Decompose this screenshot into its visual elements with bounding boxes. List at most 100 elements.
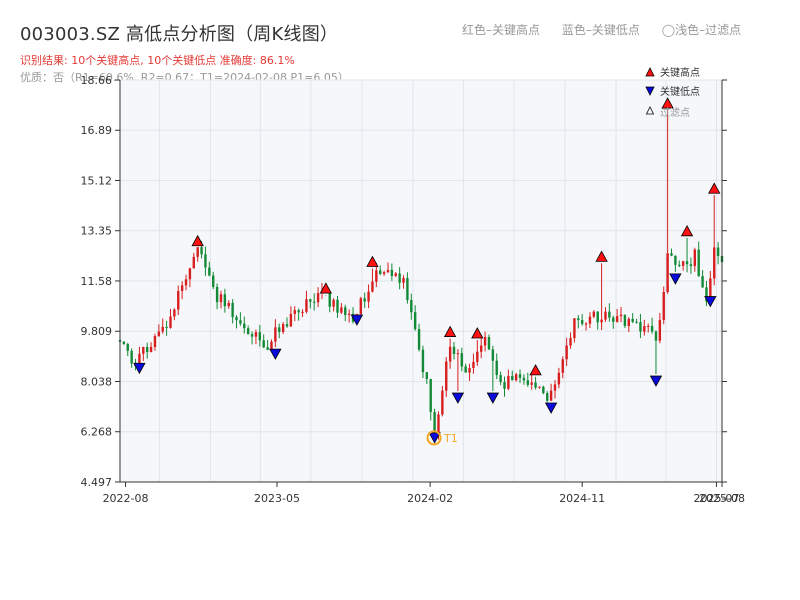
candle-body xyxy=(417,329,421,350)
legend-low-marker xyxy=(645,86,655,96)
candle-body xyxy=(565,345,568,360)
candle-body xyxy=(266,347,269,350)
candle-body xyxy=(448,346,452,362)
legend-light-filtered: ◯浅色–过滤点 xyxy=(661,23,742,37)
candle-body xyxy=(635,321,638,323)
candle-body xyxy=(161,326,164,332)
candle-body xyxy=(639,322,642,332)
y-tick-label: 4.497 xyxy=(81,476,113,489)
candle-body xyxy=(177,291,180,310)
candle-body xyxy=(246,328,250,335)
candle-body xyxy=(503,381,506,389)
key-low-marker xyxy=(350,314,364,326)
candle-body xyxy=(588,316,592,324)
candle-body xyxy=(437,414,440,434)
candle-body xyxy=(347,313,351,316)
candle-body xyxy=(662,292,665,321)
candle-body xyxy=(208,267,211,276)
candle-body xyxy=(316,293,320,303)
t1-label: T1 xyxy=(443,432,458,445)
candle-body xyxy=(666,253,669,293)
candle-body xyxy=(406,278,409,301)
candle-body xyxy=(689,264,693,267)
key-low-marker xyxy=(133,362,146,375)
candle-body xyxy=(180,285,184,292)
candle-body xyxy=(456,353,460,355)
candle-body xyxy=(305,299,308,312)
candle-body xyxy=(697,249,700,277)
key-high-marker xyxy=(661,97,674,109)
candle-body xyxy=(281,324,285,332)
candle-body xyxy=(464,366,467,373)
candle-body xyxy=(701,276,704,288)
x-tick-label: 2022-08 xyxy=(103,492,149,505)
candle-body xyxy=(332,299,335,307)
candle-body xyxy=(382,272,386,274)
candle-body xyxy=(514,374,518,381)
candle-body xyxy=(495,360,498,376)
candle-body xyxy=(643,326,646,332)
candle-body xyxy=(293,310,296,314)
key-high-marker xyxy=(191,234,204,247)
candle-body xyxy=(612,317,615,322)
y-tick-label: 13.35 xyxy=(81,225,113,238)
candle-body xyxy=(379,270,382,274)
candle-body xyxy=(254,332,258,337)
candle-body xyxy=(344,307,347,316)
key-high-marker xyxy=(319,282,333,294)
candle-body xyxy=(425,372,429,380)
x-tick-label: 2023-05 xyxy=(254,492,300,505)
key-low-marker xyxy=(451,392,465,404)
candle-body xyxy=(173,309,176,317)
x-tick-label: 2024-02 xyxy=(407,492,453,505)
key-high-marker xyxy=(708,182,721,194)
candle-body xyxy=(615,316,619,322)
candle-body xyxy=(460,353,463,367)
candle-body xyxy=(476,351,479,362)
key-high-marker xyxy=(443,325,457,337)
candle-body xyxy=(297,310,300,313)
candle-body xyxy=(336,299,339,313)
key-high-marker xyxy=(595,250,608,262)
candle-body xyxy=(530,382,533,385)
candle-body xyxy=(270,341,273,350)
candle-body xyxy=(445,361,448,391)
candle-body xyxy=(375,270,378,282)
x-tick-label: 2025-07 xyxy=(693,492,739,505)
candle-body xyxy=(483,336,487,346)
candle-body xyxy=(204,254,207,268)
x-tick-label: 2024-11 xyxy=(559,492,605,505)
candle-body xyxy=(309,299,312,302)
candle-body xyxy=(499,375,502,382)
axes: 4.497 6.268 8.038 9.809 11.58 13.35 15.12 16.89… xyxy=(81,74,745,505)
candle-body xyxy=(596,311,599,323)
candle-body xyxy=(289,313,293,327)
candle-body xyxy=(145,347,149,353)
candle-body xyxy=(390,269,394,277)
candle-body xyxy=(188,268,192,280)
t1-circle xyxy=(426,430,442,446)
candle-body xyxy=(619,314,623,317)
candle-body xyxy=(627,318,630,326)
candle-body xyxy=(549,390,553,401)
candle-body xyxy=(223,294,227,307)
candle-body xyxy=(413,312,417,330)
candle-body xyxy=(398,273,401,283)
recognition-result: 识别结果: 10个关键高点, 10个关键低点 准确度: 86.1% xyxy=(20,54,295,67)
legend-filtered-label: 过滤点 xyxy=(660,106,690,119)
candle-body xyxy=(363,298,366,302)
y-tick-label: 16.89 xyxy=(81,124,113,137)
candle-body xyxy=(219,294,223,303)
candle-body xyxy=(153,335,157,347)
candle-body xyxy=(169,316,172,328)
key-high-marker xyxy=(680,224,694,237)
candle-body xyxy=(285,324,289,327)
candle-body xyxy=(235,317,238,321)
candle-body xyxy=(138,353,141,367)
candle-body xyxy=(526,380,530,385)
candle-body xyxy=(371,281,374,292)
candle-body xyxy=(200,247,203,255)
candle-body xyxy=(709,278,712,302)
candle-body xyxy=(487,336,491,350)
candle-body xyxy=(433,411,436,434)
